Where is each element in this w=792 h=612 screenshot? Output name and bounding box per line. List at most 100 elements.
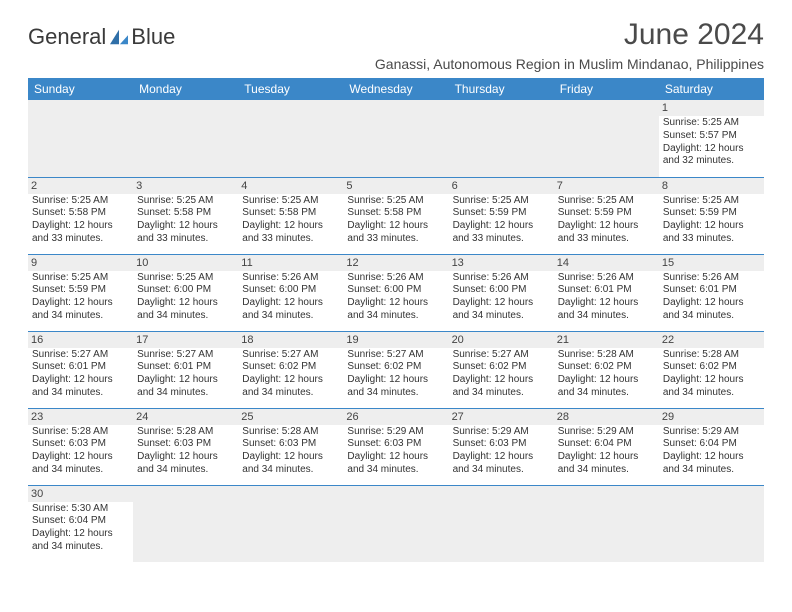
day-cell: 9Sunrise: 5:25 AMSunset: 5:59 PMDaylight… xyxy=(28,254,133,331)
day-cell: 21Sunrise: 5:28 AMSunset: 6:02 PMDayligh… xyxy=(554,331,659,408)
day-info-line: Sunrise: 5:27 AM xyxy=(453,349,550,362)
day-info-line: and 33 minutes. xyxy=(663,233,760,246)
day-cell: 13Sunrise: 5:26 AMSunset: 6:00 PMDayligh… xyxy=(449,254,554,331)
day-info-line: Sunset: 6:01 PM xyxy=(663,284,760,297)
day-cell: 20Sunrise: 5:27 AMSunset: 6:02 PMDayligh… xyxy=(449,331,554,408)
day-info-line: Daylight: 12 hours xyxy=(137,297,234,310)
day-number: 15 xyxy=(659,255,764,271)
day-info-line: Sunrise: 5:29 AM xyxy=(453,426,550,439)
day-info-line: Daylight: 12 hours xyxy=(663,451,760,464)
calendar-row: 1Sunrise: 5:25 AMSunset: 5:57 PMDaylight… xyxy=(28,100,764,177)
weekday-header: Monday xyxy=(133,78,238,100)
day-info-line: Sunrise: 5:26 AM xyxy=(663,272,760,285)
day-number: 9 xyxy=(28,255,133,271)
month-title: June 2024 xyxy=(375,18,764,52)
weekday-header: Friday xyxy=(554,78,659,100)
day-info-line: and 34 minutes. xyxy=(137,387,234,400)
day-info-line: Daylight: 12 hours xyxy=(32,374,129,387)
day-number: 27 xyxy=(449,409,554,425)
day-number: 2 xyxy=(28,178,133,194)
day-cell: 26Sunrise: 5:29 AMSunset: 6:03 PMDayligh… xyxy=(343,408,448,485)
day-info-line: Sunset: 6:01 PM xyxy=(32,361,129,374)
calendar-row: 30Sunrise: 5:30 AMSunset: 6:04 PMDayligh… xyxy=(28,485,764,562)
day-number: 23 xyxy=(28,409,133,425)
day-info-line: and 34 minutes. xyxy=(137,310,234,323)
day-info-line: Sunrise: 5:25 AM xyxy=(137,272,234,285)
day-info-line: Sunrise: 5:25 AM xyxy=(663,117,760,130)
day-info-line: Sunrise: 5:28 AM xyxy=(137,426,234,439)
day-info-line: and 34 minutes. xyxy=(663,387,760,400)
day-number: 26 xyxy=(343,409,448,425)
empty-cell xyxy=(659,485,764,562)
day-info-line: Sunrise: 5:30 AM xyxy=(32,503,129,516)
day-info-line: Sunrise: 5:28 AM xyxy=(558,349,655,362)
day-info-line: Sunrise: 5:28 AM xyxy=(32,426,129,439)
day-number: 1 xyxy=(659,100,764,116)
day-number: 24 xyxy=(133,409,238,425)
day-info-line: Sunrise: 5:28 AM xyxy=(663,349,760,362)
title-block: June 2024 Ganassi, Autonomous Region in … xyxy=(375,18,764,72)
day-info-line: Sunrise: 5:25 AM xyxy=(453,195,550,208)
day-info-line: Daylight: 12 hours xyxy=(558,297,655,310)
day-cell: 5Sunrise: 5:25 AMSunset: 5:58 PMDaylight… xyxy=(343,177,448,254)
day-info-line: Sunset: 5:58 PM xyxy=(242,207,339,220)
day-info-line: Sunrise: 5:27 AM xyxy=(242,349,339,362)
day-info-line: and 34 minutes. xyxy=(32,541,129,554)
day-cell: 7Sunrise: 5:25 AMSunset: 5:59 PMDaylight… xyxy=(554,177,659,254)
calendar-table: Sunday Monday Tuesday Wednesday Thursday… xyxy=(28,78,764,562)
day-number: 5 xyxy=(343,178,448,194)
empty-cell xyxy=(28,100,133,177)
day-info-line: and 33 minutes. xyxy=(137,233,234,246)
day-info-line: Sunset: 5:58 PM xyxy=(32,207,129,220)
page: General Blue June 2024 Ganassi, Autonomo… xyxy=(0,0,792,572)
day-info-line: and 34 minutes. xyxy=(558,387,655,400)
day-number: 3 xyxy=(133,178,238,194)
day-info-line: Sunset: 6:00 PM xyxy=(453,284,550,297)
day-cell: 17Sunrise: 5:27 AMSunset: 6:01 PMDayligh… xyxy=(133,331,238,408)
weekday-header: Tuesday xyxy=(238,78,343,100)
day-info-line: Sunset: 6:04 PM xyxy=(558,438,655,451)
day-info-line: and 34 minutes. xyxy=(242,310,339,323)
day-info-line: Sunset: 6:03 PM xyxy=(453,438,550,451)
day-info-line: Daylight: 12 hours xyxy=(558,451,655,464)
day-number: 4 xyxy=(238,178,343,194)
day-number: 8 xyxy=(659,178,764,194)
day-info-line: and 34 minutes. xyxy=(663,310,760,323)
day-cell: 3Sunrise: 5:25 AMSunset: 5:58 PMDaylight… xyxy=(133,177,238,254)
day-info-line: Daylight: 12 hours xyxy=(453,297,550,310)
day-info-line: Sunset: 6:02 PM xyxy=(242,361,339,374)
empty-cell xyxy=(554,100,659,177)
calendar-row: 16Sunrise: 5:27 AMSunset: 6:01 PMDayligh… xyxy=(28,331,764,408)
day-cell: 28Sunrise: 5:29 AMSunset: 6:04 PMDayligh… xyxy=(554,408,659,485)
day-info-line: and 33 minutes. xyxy=(32,233,129,246)
day-number: 30 xyxy=(28,486,133,502)
day-info-line: and 33 minutes. xyxy=(558,233,655,246)
weekday-header: Sunday xyxy=(28,78,133,100)
brand-part2: Blue xyxy=(131,24,175,50)
day-cell: 4Sunrise: 5:25 AMSunset: 5:58 PMDaylight… xyxy=(238,177,343,254)
day-number: 18 xyxy=(238,332,343,348)
day-number: 14 xyxy=(554,255,659,271)
day-cell: 12Sunrise: 5:26 AMSunset: 6:00 PMDayligh… xyxy=(343,254,448,331)
calendar-row: 2 Sunrise: 5:25 AM Sunset: 5:58 PM Daylight… xyxy=(28,177,764,254)
day-info-line: Sunset: 5:59 PM xyxy=(453,207,550,220)
day-info-line: and 34 minutes. xyxy=(32,387,129,400)
day-info-line: Sunset: 6:01 PM xyxy=(137,361,234,374)
day-info-line: Sunset: 6:01 PM xyxy=(558,284,655,297)
day-info-line: Sunrise: 5:26 AM xyxy=(347,272,444,285)
day-info-line: Sunset: 5:59 PM xyxy=(663,207,760,220)
day-number: 12 xyxy=(343,255,448,271)
day-info-line: Daylight: 12 hours xyxy=(558,374,655,387)
day-info-line: Daylight: 12 hours xyxy=(663,220,760,233)
day-info-line: and 32 minutes. xyxy=(663,155,760,168)
day-info-line: Sunrise: 5:25 AM xyxy=(32,272,129,285)
day-number: 10 xyxy=(133,255,238,271)
day-info-line: Sunset: 5:59 PM xyxy=(32,284,129,297)
day-info-line: Daylight: 12 hours xyxy=(242,297,339,310)
day-info-line: and 34 minutes. xyxy=(32,310,129,323)
day-info-line: Sunrise: 5:26 AM xyxy=(242,272,339,285)
day-info-line: and 34 minutes. xyxy=(347,310,444,323)
day-info-line: Sunset: 6:02 PM xyxy=(347,361,444,374)
day-info-line: Daylight: 12 hours xyxy=(242,451,339,464)
weekday-row: Sunday Monday Tuesday Wednesday Thursday… xyxy=(28,78,764,100)
